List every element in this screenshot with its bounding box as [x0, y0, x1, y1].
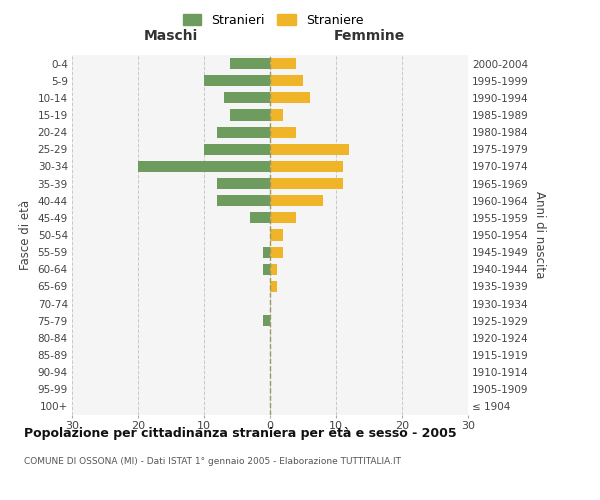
Y-axis label: Fasce di età: Fasce di età	[19, 200, 32, 270]
Text: Maschi: Maschi	[144, 29, 198, 43]
Bar	[270, 92, 310, 104]
Text: Popolazione per cittadinanza straniera per età e sesso - 2005: Popolazione per cittadinanza straniera p…	[24, 428, 457, 440]
Bar	[263, 315, 270, 326]
Bar	[270, 110, 283, 120]
Bar	[270, 230, 283, 240]
Text: Femmine: Femmine	[334, 29, 404, 43]
Bar	[217, 195, 270, 206]
Bar	[263, 246, 270, 258]
Bar	[270, 281, 277, 292]
Legend: Stranieri, Straniere: Stranieri, Straniere	[178, 8, 368, 32]
Bar	[217, 178, 270, 189]
Bar	[270, 58, 296, 69]
Bar	[138, 161, 270, 172]
Text: COMUNE DI OSSONA (MI) - Dati ISTAT 1° gennaio 2005 - Elaborazione TUTTITALIA.IT: COMUNE DI OSSONA (MI) - Dati ISTAT 1° ge…	[24, 458, 401, 466]
Bar	[270, 195, 323, 206]
Y-axis label: Anni di nascita: Anni di nascita	[533, 192, 545, 278]
Bar	[270, 144, 349, 155]
Bar	[263, 264, 270, 275]
Bar	[230, 110, 270, 120]
Bar	[270, 178, 343, 189]
Bar	[230, 58, 270, 69]
Bar	[250, 212, 270, 224]
Bar	[204, 75, 270, 86]
Bar	[204, 144, 270, 155]
Bar	[270, 126, 296, 138]
Bar	[270, 212, 296, 224]
Bar	[270, 75, 303, 86]
Bar	[270, 264, 277, 275]
Bar	[270, 246, 283, 258]
Bar	[270, 161, 343, 172]
Bar	[224, 92, 270, 104]
Bar	[217, 126, 270, 138]
